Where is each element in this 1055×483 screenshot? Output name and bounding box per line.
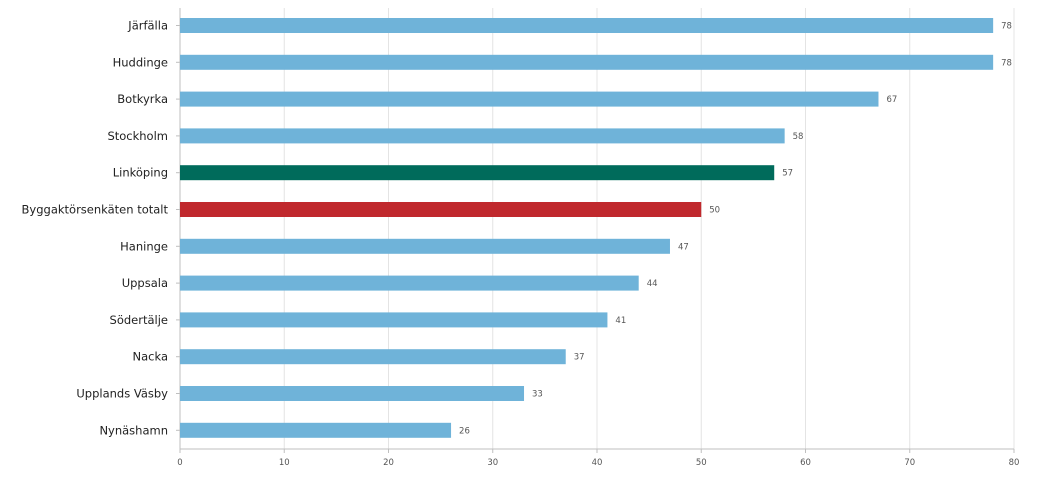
bar-botkyrka [180,91,879,107]
value-label-botkyrka: 67 [886,95,897,105]
value-label-sodertalje: 41 [615,316,626,326]
bar-haninge [180,238,670,254]
x-tick-label-50: 50 [696,458,707,468]
bar-stockholm [180,128,785,144]
bar-sodertalje [180,312,608,328]
category-label-linkoping: Linköping [113,166,168,180]
x-tick-label-40: 40 [592,458,603,468]
category-label-jarfalla: Järfälla [127,19,168,33]
category-label-sodertalje: Södertälje [110,313,168,327]
category-label-nacka: Nacka [133,350,168,364]
x-tick-label-30: 30 [487,458,498,468]
grid-lines [283,8,1015,449]
x-tick-label-60: 60 [800,458,811,468]
value-label-uppsala: 44 [647,279,658,289]
value-label-haninge: 47 [678,242,689,252]
category-label-huddinge: Huddinge [113,55,168,69]
bar-nacka [180,349,566,365]
value-label-stockholm: 58 [793,132,804,142]
bar-byggaktorsenkaten-totalt [180,202,702,217]
axes [176,8,1015,453]
bar-uppsala [180,275,639,291]
category-label-uppsala: Uppsala [122,276,168,290]
x-tick-label-0: 0 [177,458,182,468]
x-tick-label-80: 80 [1009,458,1020,468]
value-label-upplands-vasby: 33 [532,390,543,400]
bar-nynashamn [180,422,452,438]
category-label-upplands-vasby: Upplands Väsby [76,387,168,401]
value-label-linkoping: 57 [782,169,793,179]
category-label-byggaktorsenkaten-totalt: Byggaktörsenkäten totalt [22,203,169,217]
value-label-byggaktorsenkaten-totalt: 50 [709,206,720,216]
value-label-nynashamn: 26 [459,426,470,436]
bar-upplands-vasby [180,386,525,401]
x-tick-label-20: 20 [383,458,394,468]
bar-linkoping [180,165,775,181]
value-label-nacka: 37 [574,353,585,363]
bar-jarfalla [180,18,994,33]
category-label-nynashamn: Nynäshamn [99,423,168,437]
bar-huddinge [180,54,994,70]
x-tick-label-10: 10 [279,458,290,468]
value-label-jarfalla: 78 [1001,22,1012,32]
category-label-stockholm: Stockholm [107,129,168,143]
labels: 0 10 20 30 40 50 60 70 80 Järfälla 78 Huddinge 78 Bot… [22,19,1020,469]
value-label-huddinge: 78 [1001,58,1012,68]
bars [180,18,994,438]
x-tick-label-70: 70 [904,458,915,468]
category-label-haninge: Haninge [120,239,168,253]
category-label-botkyrka: Botkyrka [117,92,168,106]
